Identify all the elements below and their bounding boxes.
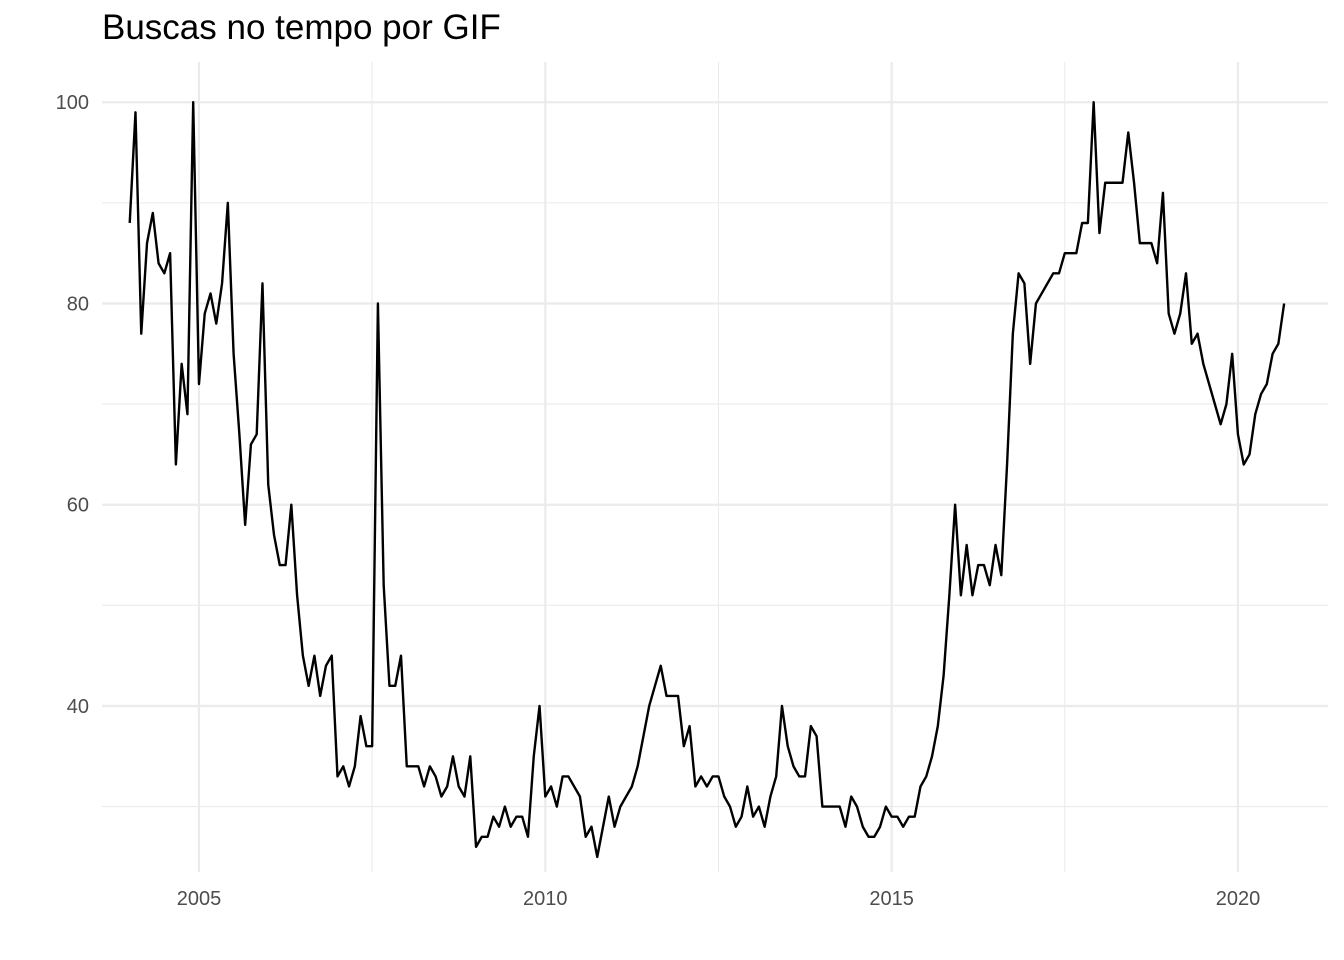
major-gridlines xyxy=(102,62,1328,872)
x-tick-label: 2005 xyxy=(177,888,222,910)
tick-labels: 2005 2010 2015 2020 40 60 80 100 xyxy=(56,92,1261,910)
y-tick-label: 40 xyxy=(67,696,89,718)
x-tick-label: 2020 xyxy=(1216,888,1261,910)
x-tick-label: 2015 xyxy=(869,888,914,910)
series-line xyxy=(128,101,1286,859)
y-tick-label: 60 xyxy=(67,495,89,517)
y-tick-label: 100 xyxy=(56,92,89,114)
minor-gridlines xyxy=(102,62,1328,872)
x-tick-label: 2010 xyxy=(523,888,568,910)
chart-title: Buscas no tempo por GIF xyxy=(102,8,501,47)
y-tick-label: 80 xyxy=(67,293,89,315)
